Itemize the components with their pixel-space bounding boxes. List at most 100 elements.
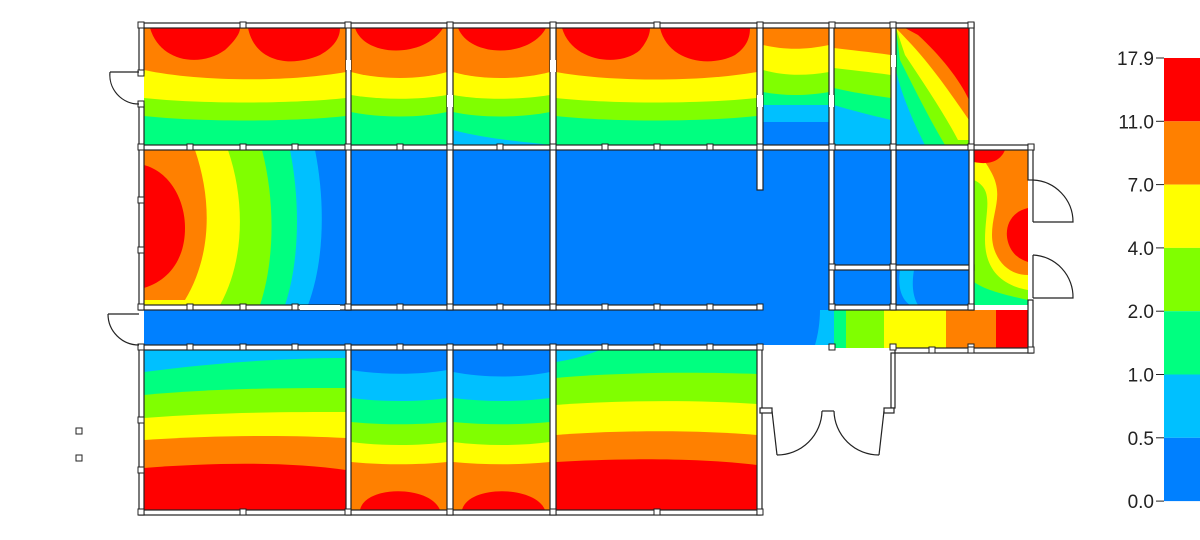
wall-post bbox=[1027, 346, 1035, 354]
wall-post bbox=[889, 143, 897, 151]
door-right-upper bbox=[1032, 179, 1074, 223]
wall-post bbox=[239, 508, 247, 516]
wall-post bbox=[889, 343, 897, 351]
legend-band bbox=[1164, 437, 1200, 502]
wall-post bbox=[239, 343, 247, 351]
wall-post bbox=[396, 143, 404, 151]
wall-post bbox=[496, 343, 504, 351]
wall-post bbox=[137, 69, 145, 77]
room-top-1 bbox=[144, 28, 346, 145]
room-bot-4 bbox=[556, 350, 757, 510]
wall-post bbox=[446, 143, 454, 151]
wall-post bbox=[706, 343, 714, 351]
wall-post bbox=[137, 416, 145, 424]
legend-tick-label: 17.9 bbox=[1117, 49, 1154, 70]
legend-tick-label: 7.0 bbox=[1128, 176, 1154, 197]
wall-post bbox=[889, 303, 897, 311]
wall-post bbox=[137, 343, 145, 351]
wall-post bbox=[601, 303, 609, 311]
wall-post bbox=[549, 343, 557, 351]
room-mid-3 bbox=[453, 150, 550, 305]
wall-post bbox=[756, 21, 764, 29]
marker-square-1 bbox=[75, 427, 83, 435]
room-mid-7 bbox=[834, 270, 969, 305]
room-mid-2 bbox=[351, 150, 447, 305]
legend-band bbox=[1164, 58, 1200, 122]
wall-post bbox=[186, 343, 194, 351]
wall-post bbox=[549, 21, 557, 29]
wall-post bbox=[967, 303, 975, 311]
wall-post bbox=[756, 303, 764, 311]
wall-post bbox=[344, 508, 352, 516]
room-top-4 bbox=[556, 28, 757, 145]
wall-post bbox=[396, 303, 404, 311]
wall-post bbox=[653, 508, 661, 516]
wall-post bbox=[496, 303, 504, 311]
room-mid-6 bbox=[896, 150, 969, 265]
wall-post bbox=[344, 343, 352, 351]
room-mid-4 bbox=[556, 150, 757, 305]
wall-post bbox=[828, 263, 836, 271]
wall-post bbox=[653, 303, 661, 311]
wall-post bbox=[396, 343, 404, 351]
door-left-top bbox=[109, 71, 140, 105]
wall-post bbox=[706, 303, 714, 311]
wall-post bbox=[828, 343, 836, 351]
legend-tick-label: 0.0 bbox=[1128, 492, 1154, 513]
wall-post bbox=[889, 21, 897, 29]
room-mid-left bbox=[144, 150, 346, 305]
wall-post bbox=[653, 21, 661, 29]
wall-post bbox=[186, 143, 194, 151]
wall-post bbox=[706, 143, 714, 151]
wall-post bbox=[239, 143, 247, 151]
wall-post bbox=[828, 21, 836, 29]
room-top-6 bbox=[834, 28, 891, 145]
wall-post bbox=[446, 21, 454, 29]
wall-post bbox=[239, 303, 247, 311]
wall-post bbox=[828, 303, 836, 311]
wall-post bbox=[496, 143, 504, 151]
legend-band bbox=[1164, 184, 1200, 248]
wall-post bbox=[601, 143, 609, 151]
wall-posts bbox=[137, 21, 1035, 516]
wall-post bbox=[344, 143, 352, 151]
legend-tick-label: 1.0 bbox=[1128, 366, 1154, 387]
legend-band bbox=[1164, 311, 1200, 375]
wall-post bbox=[291, 303, 299, 311]
wall-post bbox=[137, 21, 145, 29]
wall-post bbox=[291, 343, 299, 351]
wall-post bbox=[344, 21, 352, 29]
wall-post bbox=[549, 303, 557, 311]
wall-post bbox=[549, 508, 557, 516]
door-right-lower bbox=[1032, 254, 1074, 299]
wall-post bbox=[137, 196, 145, 204]
color-legend: 17.9 11.0 7.0 4.0 2.0 1.0 0.5 0.0 bbox=[1117, 49, 1200, 513]
legend-tick-label: 2.0 bbox=[1128, 302, 1154, 323]
wall-post bbox=[137, 246, 145, 254]
legend-tick-label: 4.0 bbox=[1128, 239, 1154, 260]
wall-post bbox=[291, 143, 299, 151]
door-left-corridor bbox=[107, 313, 140, 346]
wall-post bbox=[446, 508, 454, 516]
wall-post bbox=[601, 343, 609, 351]
wall-post bbox=[446, 303, 454, 311]
room-bot-3 bbox=[453, 350, 550, 510]
wall-post bbox=[239, 21, 247, 29]
wall-post bbox=[446, 343, 454, 351]
room-top-2 bbox=[351, 28, 447, 145]
room-mid-right bbox=[974, 150, 1028, 305]
room-top-5 bbox=[763, 28, 829, 145]
room-bot-1 bbox=[144, 350, 346, 510]
legend-tick-label: 11.0 bbox=[1118, 112, 1154, 133]
wall-post bbox=[756, 343, 764, 351]
wall-post bbox=[1027, 143, 1035, 151]
wall-post bbox=[756, 143, 764, 151]
wall-post bbox=[828, 143, 836, 151]
room-mid-5 bbox=[834, 150, 891, 265]
room-bot-2 bbox=[351, 350, 447, 510]
wall-post bbox=[653, 143, 661, 151]
wall-post bbox=[967, 21, 975, 29]
legend-band bbox=[1164, 374, 1200, 438]
wall-post bbox=[186, 303, 194, 311]
